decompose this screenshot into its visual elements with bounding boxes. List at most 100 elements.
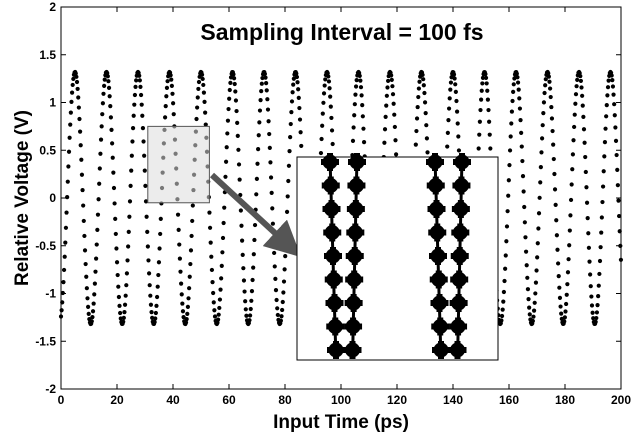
data-point: [515, 80, 521, 85]
data-point: [510, 98, 515, 104]
data-point: [484, 81, 489, 86]
data-point: [137, 73, 142, 78]
x-tick-label: 40: [166, 393, 180, 407]
data-point: [389, 77, 394, 83]
data-point: [566, 257, 571, 262]
data-point: [233, 89, 238, 94]
data-point: [234, 108, 239, 114]
data-point: [454, 98, 459, 104]
data-point: [546, 74, 551, 79]
data-point: [94, 242, 99, 247]
data-point: [525, 275, 530, 280]
data-point: [538, 165, 543, 170]
data-point: [573, 92, 579, 97]
data-point: [86, 304, 91, 310]
data-point: [320, 111, 325, 116]
x-tick-label: 0: [58, 393, 65, 407]
data-point: [549, 104, 554, 110]
data-point: [525, 287, 531, 292]
data-point: [446, 118, 451, 123]
data-point: [99, 124, 104, 129]
y-tick-labels: 2 1.5 1 0.5 0 -0.5 -1 -1.5 -2: [35, 0, 56, 396]
data-point: [573, 101, 578, 106]
data-point: [422, 100, 428, 105]
data-point: [382, 127, 388, 132]
data-point: [139, 102, 144, 107]
data-point: [325, 71, 330, 76]
data-point: [282, 267, 287, 272]
data-point: [183, 320, 189, 325]
y-tick-label: -1: [45, 287, 56, 301]
data-point: [501, 299, 506, 304]
data-point: [258, 97, 263, 103]
data-point: [591, 316, 596, 321]
data-point: [535, 241, 540, 246]
axis-ticks: [60, 6, 622, 390]
data-point: [559, 311, 564, 316]
data-point: [256, 147, 261, 152]
data-point: [542, 90, 547, 96]
data-point: [264, 88, 269, 93]
data-point: [89, 319, 94, 324]
data-point: [352, 102, 357, 107]
data-point: [612, 113, 617, 118]
data-point: [485, 97, 490, 102]
data-point: [115, 272, 120, 278]
inset-point-edge: [332, 317, 339, 336]
data-point: [548, 86, 553, 91]
data-point: [232, 81, 237, 87]
data-point: [552, 187, 558, 192]
data-point: [61, 267, 67, 273]
data-point: [250, 277, 255, 283]
data-point: [515, 75, 520, 80]
data-point: [326, 79, 332, 84]
x-tick-label: 200: [611, 393, 631, 407]
data-point: [329, 115, 334, 121]
data-point: [90, 309, 96, 314]
data-point: [483, 75, 489, 80]
data-point: [391, 101, 396, 106]
data-point: [133, 84, 138, 89]
data-point: [280, 299, 285, 305]
data-point: [594, 315, 599, 321]
data-point: [610, 78, 615, 83]
data-point: [252, 222, 258, 228]
x-tick-labels: 0 20 40 60 80 100 120 140 160 180 200: [58, 393, 632, 407]
data-point: [351, 125, 356, 130]
data-point: [359, 93, 364, 98]
data-point: [524, 263, 529, 268]
zoom-region: [147, 125, 210, 204]
data-point: [322, 83, 327, 88]
data-point: [612, 102, 617, 107]
data-point: [156, 260, 162, 265]
data-point: [140, 113, 145, 118]
data-point: [485, 88, 490, 93]
data-point: [263, 75, 268, 80]
inset-point-edge: [351, 270, 358, 289]
data-point: [328, 104, 333, 109]
data-point: [506, 178, 511, 183]
data-point: [203, 110, 208, 115]
data-point: [267, 145, 272, 150]
x-tick-label: 20: [110, 393, 124, 407]
data-point: [73, 71, 78, 76]
data-point: [596, 283, 601, 288]
data-point: [233, 98, 239, 103]
data-point: [82, 233, 87, 239]
data-point: [190, 218, 195, 224]
data-point: [208, 240, 213, 245]
data-point: [189, 233, 194, 239]
data-point: [353, 92, 358, 97]
data-point: [588, 284, 593, 289]
data-point: [421, 77, 426, 82]
data-point: [523, 235, 528, 240]
data-point: [148, 302, 154, 307]
data-point: [420, 72, 425, 78]
data-point: [102, 77, 107, 82]
data-point: [284, 209, 290, 214]
data-point: [108, 115, 113, 120]
data-point: [74, 79, 80, 85]
data-point: [288, 121, 293, 127]
data-point: [216, 312, 221, 317]
data-point: [294, 74, 300, 80]
